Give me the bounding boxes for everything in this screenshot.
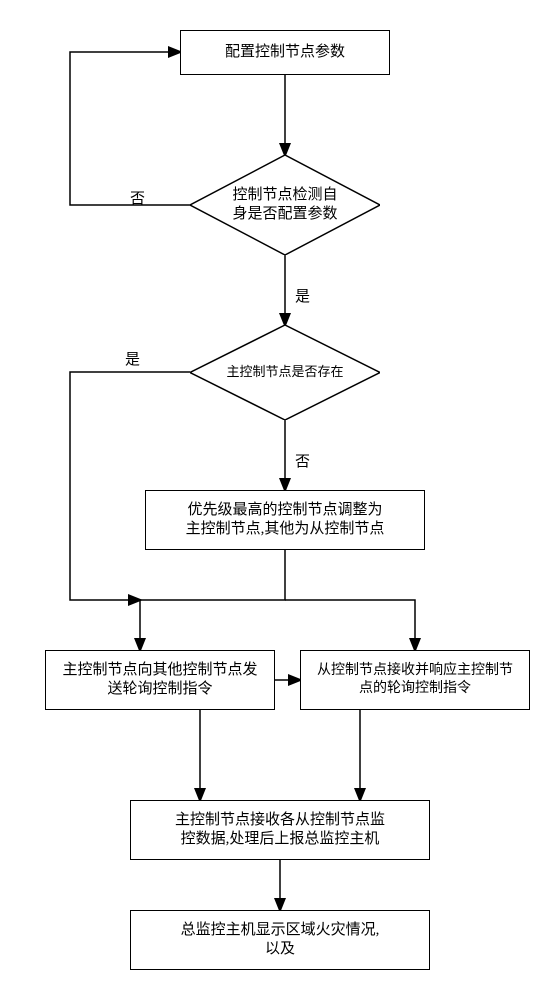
decision-check-params: 控制节点检测自 身是否配置参数 [190,155,380,255]
edge-label-text: 是 [295,289,310,305]
node-assign-master: 优先级最高的控制节点调整为 主控制节点,其他为从控制节点 [145,490,425,550]
edge-label-yes-1: 是 [295,285,310,306]
node-label: 主控制节点是否存在 [226,364,343,380]
node-master-send-poll: 主控制节点向其他控制节点发 送轮询控制指令 [45,650,275,710]
edge-label-no-2: 否 [295,450,310,471]
node-label: 优先级最高的控制节点调整为 主控制节点,其他为从控制节点 [186,501,385,540]
edge-label-yes-2: 是 [125,348,140,369]
node-monitor-display: 总监控主机显示区域火灾情况, 以及 [130,910,430,970]
edge-label-text: 否 [130,191,145,207]
node-config-params: 配置控制节点参数 [180,30,390,75]
edge-label-text: 是 [125,352,140,368]
decision-master-exists: 主控制节点是否存在 [190,325,380,420]
flowchart-canvas: 配置控制节点参数 控制节点检测自 身是否配置参数 主控制节点是否存在 优先级最高… [0,0,550,1000]
node-label: 主控制节点接收各从控制节点监 控数据,处理后上报总监控主机 [175,811,385,850]
node-label: 主控制节点向其他控制节点发 送轮询控制指令 [62,661,257,700]
node-master-collect-report: 主控制节点接收各从控制节点监 控数据,处理后上报总监控主机 [130,800,430,860]
node-label: 从控制节点接收并响应主控制节 点的轮询控制指令 [317,662,513,698]
node-label: 配置控制节点参数 [225,43,345,63]
edge-label-text: 否 [295,454,310,470]
node-label: 控制节点检测自 身是否配置参数 [232,186,337,225]
node-label: 总监控主机显示区域火灾情况, 以及 [181,921,380,960]
node-slave-respond-poll: 从控制节点接收并响应主控制节 点的轮询控制指令 [300,650,530,710]
edge-label-no-1: 否 [130,187,145,208]
